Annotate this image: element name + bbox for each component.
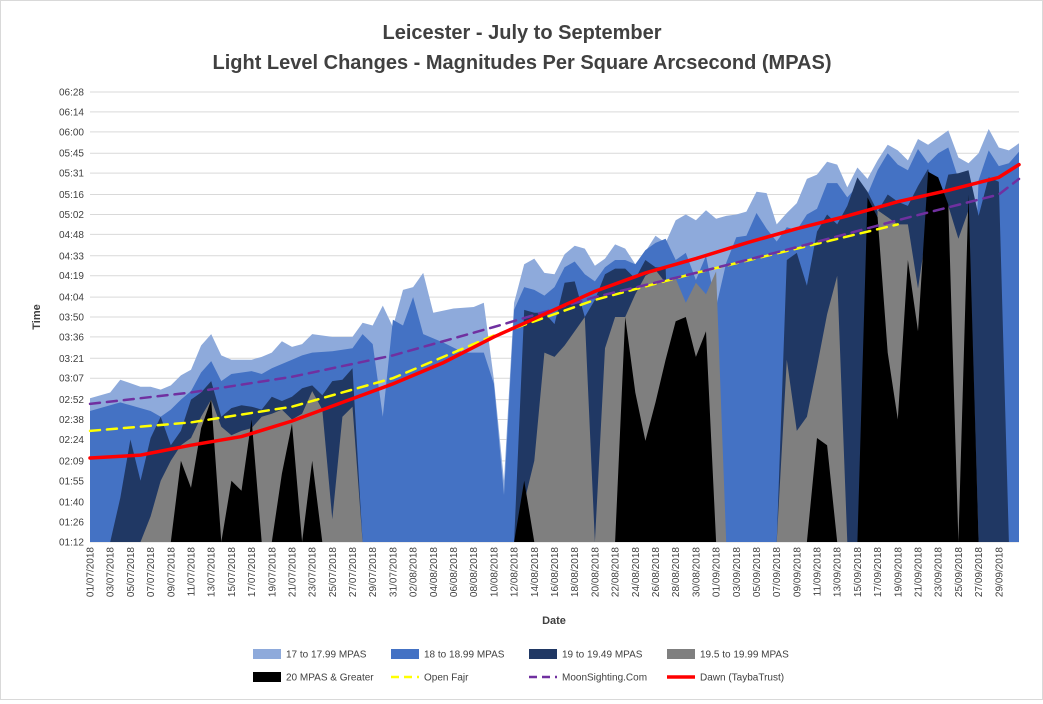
y-tick-label: 05:45 xyxy=(59,149,84,160)
legend: 17 to 17.99 MPAS 18 to 18.99 MPAS 19 to 19… xyxy=(253,649,789,684)
y-tick-label: 04:04 xyxy=(59,293,84,304)
legend-label-s17: 17 to 17.99 MPAS xyxy=(286,650,367,661)
x-tick-label: 21/09/2018 xyxy=(914,547,925,597)
x-tick-label: 23/09/2018 xyxy=(934,547,945,597)
x-tick-label: 01/07/2018 xyxy=(86,547,97,597)
x-tick-label: 21/07/2018 xyxy=(287,547,298,597)
chart-title: Leicester - July to September xyxy=(383,22,662,44)
x-tick-label: 27/09/2018 xyxy=(974,547,985,597)
y-tick-label: 05:31 xyxy=(59,169,84,180)
y-axis-tick-labels: 01:12 01:26 01:40 01:55 02:09 02:24 02:38 02:52… xyxy=(59,88,84,549)
x-tick-label: 25/09/2018 xyxy=(954,547,965,597)
legend-label-s19: 19 to 19.49 MPAS xyxy=(562,650,643,661)
legend-swatch-s195 xyxy=(667,649,695,659)
x-tick-label: 06/08/2018 xyxy=(449,547,460,597)
x-tick-label: 02/08/2018 xyxy=(409,547,420,597)
y-tick-label: 05:16 xyxy=(59,190,84,201)
legend-swatch-s17 xyxy=(253,649,281,659)
legend-label-open_fajr: Open Fajr xyxy=(424,673,469,684)
x-tick-label: 03/07/2018 xyxy=(106,547,117,597)
x-tick-label: 09/09/2018 xyxy=(792,547,803,597)
x-tick-label: 10/08/2018 xyxy=(489,547,500,597)
x-tick-label: 16/08/2018 xyxy=(550,547,561,597)
legend-swatch-s20 xyxy=(253,672,281,682)
legend-label-s20: 20 MPAS & Greater xyxy=(286,673,374,684)
legend-label-s18: 18 to 18.99 MPAS xyxy=(424,650,505,661)
x-tick-label: 09/07/2018 xyxy=(166,547,177,597)
series-line-moonsighting xyxy=(88,177,1021,406)
x-tick-label: 19/07/2018 xyxy=(267,547,278,597)
y-tick-label: 03:50 xyxy=(59,313,84,324)
y-tick-label: 04:48 xyxy=(59,230,84,241)
x-axis-title: Date xyxy=(542,615,566,627)
legend-swatch-s19 xyxy=(529,649,557,659)
y-tick-label: 06:14 xyxy=(59,107,84,118)
series-area-s20 xyxy=(170,171,979,542)
x-tick-label: 25/07/2018 xyxy=(328,547,339,597)
x-tick-label: 05/07/2018 xyxy=(126,547,137,597)
y-tick-label: 06:28 xyxy=(59,88,84,99)
x-tick-label: 17/09/2018 xyxy=(873,547,884,597)
line-series-layer xyxy=(88,162,1021,460)
y-tick-label: 03:07 xyxy=(59,374,84,385)
x-tick-label: 08/08/2018 xyxy=(469,547,480,597)
y-axis-title: Time xyxy=(31,304,43,329)
x-tick-label: 07/09/2018 xyxy=(772,547,783,597)
y-tick-label: 02:09 xyxy=(59,456,84,467)
x-tick-label: 13/07/2018 xyxy=(207,547,218,597)
x-tick-label: 11/09/2018 xyxy=(813,547,824,597)
x-tick-label: 13/09/2018 xyxy=(833,547,844,597)
y-tick-label: 05:02 xyxy=(59,210,84,221)
series-area-s195 xyxy=(140,188,989,543)
legend-label-s195: 19.5 to 19.99 MPAS xyxy=(700,650,789,661)
x-tick-label: 27/07/2018 xyxy=(348,547,359,597)
x-tick-label: 22/08/2018 xyxy=(611,547,622,597)
x-tick-label: 15/07/2018 xyxy=(227,547,238,597)
x-tick-label: 30/08/2018 xyxy=(691,547,702,597)
x-tick-label: 01/09/2018 xyxy=(712,547,723,597)
legend-swatch-s18 xyxy=(391,649,419,659)
y-tick-label: 01:40 xyxy=(59,498,84,509)
x-tick-label: 05/09/2018 xyxy=(752,547,763,597)
legend-label-moonsighting: MoonSighting.Com xyxy=(562,673,647,684)
x-tick-label: 26/08/2018 xyxy=(651,547,662,597)
y-tick-label: 02:52 xyxy=(59,395,84,406)
y-tick-label: 04:19 xyxy=(59,271,84,282)
x-tick-label: 24/08/2018 xyxy=(631,547,642,597)
y-tick-label: 01:12 xyxy=(59,538,84,549)
x-tick-label: 03/09/2018 xyxy=(732,547,743,597)
y-tick-label: 01:26 xyxy=(59,518,84,529)
y-tick-label: 04:33 xyxy=(59,251,84,262)
x-tick-label: 28/08/2018 xyxy=(671,547,682,597)
series-line-dawn xyxy=(88,162,1021,460)
x-tick-label: 11/07/2018 xyxy=(186,547,197,597)
y-tick-label: 02:24 xyxy=(59,435,84,446)
x-tick-label: 29/09/2018 xyxy=(994,547,1005,597)
x-tick-label: 29/07/2018 xyxy=(368,547,379,597)
x-tick-label: 20/08/2018 xyxy=(590,547,601,597)
x-axis-tick-labels: 01/07/2018 03/07/2018 05/07/2018 07/07/2018… xyxy=(86,547,1006,597)
y-tick-label: 03:36 xyxy=(59,332,84,343)
x-tick-label: 17/07/2018 xyxy=(247,547,258,597)
y-tick-label: 01:55 xyxy=(59,476,84,487)
x-tick-label: 23/07/2018 xyxy=(308,547,319,597)
x-tick-label: 14/08/2018 xyxy=(530,547,541,597)
x-tick-label: 07/07/2018 xyxy=(146,547,157,597)
x-tick-label: 15/09/2018 xyxy=(853,547,864,597)
x-tick-label: 31/07/2018 xyxy=(388,547,399,597)
x-tick-label: 18/08/2018 xyxy=(570,547,581,597)
legend-label-dawn: Dawn (TaybaTrust) xyxy=(700,673,784,684)
area-series-layer xyxy=(90,129,1019,543)
chart-subtitle: Light Level Changes - Magnitudes Per Squ… xyxy=(213,52,832,74)
y-tick-label: 03:21 xyxy=(59,354,84,365)
y-tick-label: 06:00 xyxy=(59,127,84,138)
x-tick-label: 19/09/2018 xyxy=(893,547,904,597)
y-tick-label: 02:38 xyxy=(59,415,84,426)
x-tick-label: 12/08/2018 xyxy=(510,547,521,597)
x-tick-label: 04/08/2018 xyxy=(429,547,440,597)
